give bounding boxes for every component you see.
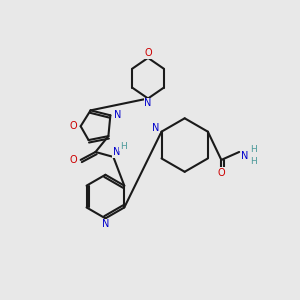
Text: N: N [114, 110, 121, 120]
Text: O: O [70, 155, 77, 165]
Text: N: N [112, 147, 120, 157]
Text: H: H [250, 158, 256, 166]
Text: N: N [102, 219, 109, 229]
Text: O: O [70, 121, 77, 131]
Text: N: N [152, 123, 159, 133]
Text: N: N [144, 98, 152, 108]
Text: O: O [144, 48, 152, 58]
Text: H: H [120, 142, 127, 151]
Text: N: N [242, 151, 249, 161]
Text: O: O [218, 168, 225, 178]
Text: H: H [250, 145, 256, 154]
